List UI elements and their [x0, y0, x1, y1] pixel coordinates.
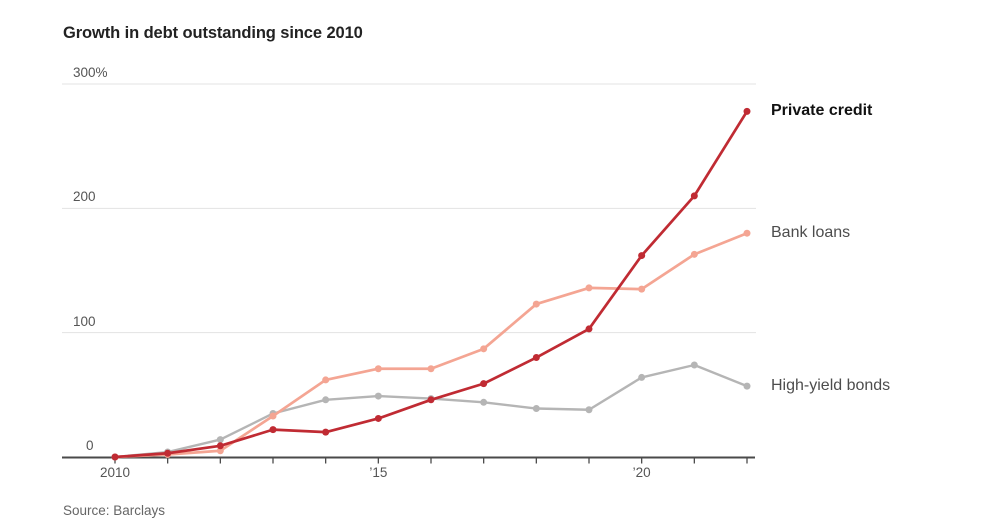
data-point-high-yield-bonds-2022 — [743, 382, 751, 390]
data-point-private-credit-2010 — [111, 453, 119, 461]
chart-title: Growth in debt outstanding since 2010 — [63, 24, 363, 42]
data-point-private-credit-2011 — [164, 449, 172, 457]
x-tick-label-2015: ’15 — [369, 465, 388, 480]
data-point-high-yield-bonds-2017 — [480, 398, 488, 406]
data-point-high-yield-bonds-2019 — [585, 406, 593, 414]
series-label-high-yield-bonds: High-yield bonds — [771, 377, 891, 395]
x-tick-label-2010: 2010 — [99, 465, 131, 480]
data-point-high-yield-bonds-2020 — [638, 373, 646, 381]
data-point-private-credit-2018 — [532, 354, 540, 362]
data-point-high-yield-bonds-2018 — [532, 405, 540, 413]
series-label-bank-loans: Bank loans — [771, 224, 851, 242]
data-point-bank-loans-2017 — [480, 345, 488, 353]
y-tick-label-0: 0 — [86, 438, 94, 453]
data-point-bank-loans-2012 — [216, 447, 224, 455]
data-point-private-credit-2020 — [638, 252, 646, 260]
series-line-private-credit — [114, 110, 749, 459]
data-point-private-credit-2021 — [690, 192, 698, 200]
data-point-high-yield-bonds-2012 — [216, 436, 224, 444]
data-point-bank-loans-2016 — [427, 365, 435, 373]
data-point-private-credit-2012 — [216, 442, 224, 450]
data-point-private-credit-2019 — [585, 325, 593, 333]
data-point-bank-loans-2015 — [374, 365, 382, 373]
series-line-high-yield-bonds — [114, 363, 748, 459]
data-point-private-credit-2017 — [480, 380, 488, 388]
data-point-high-yield-bonds-2015 — [374, 392, 382, 400]
data-point-bank-loans-2019 — [585, 284, 593, 292]
data-point-private-credit-2016 — [427, 396, 435, 404]
data-point-bank-loans-2013 — [269, 412, 277, 420]
data-point-private-credit-2013 — [269, 426, 277, 434]
y-tick-label-100: 100 — [73, 313, 96, 329]
x-tick-label-2020: ’20 — [632, 465, 651, 480]
y-tick-label-300: 300% — [73, 65, 108, 80]
data-point-bank-loans-2022 — [743, 229, 751, 237]
series-line-bank-loans — [114, 231, 748, 459]
data-point-bank-loans-2014 — [322, 376, 330, 384]
data-point-bank-loans-2021 — [690, 250, 698, 258]
data-point-bank-loans-2018 — [532, 300, 540, 308]
series-label-private-credit: Private credit — [771, 102, 873, 120]
data-point-high-yield-bonds-2014 — [322, 396, 330, 404]
data-point-private-credit-2015 — [374, 414, 382, 422]
source-note: Source: Barclays — [63, 503, 166, 518]
data-point-private-credit-2014 — [322, 428, 330, 436]
data-point-private-credit-2022 — [743, 107, 751, 115]
y-tick-label-200: 200 — [73, 189, 96, 205]
data-point-high-yield-bonds-2021 — [690, 361, 698, 369]
data-point-bank-loans-2020 — [638, 285, 646, 293]
